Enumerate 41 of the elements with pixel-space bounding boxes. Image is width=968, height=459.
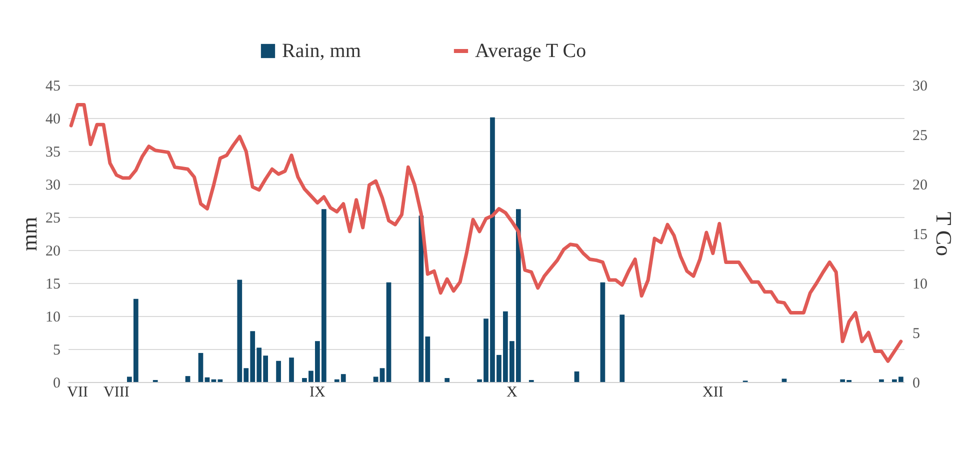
y-axis-title: mm <box>16 216 42 252</box>
legend-label: Rain, mm <box>282 40 362 62</box>
bar <box>276 360 281 382</box>
y-tick-label: 20 <box>46 244 60 260</box>
bar <box>380 368 385 382</box>
y-tick-label: 45 <box>46 78 60 94</box>
x-tick-label: VII <box>67 384 88 400</box>
bar <box>782 378 787 382</box>
y-tick-label: 15 <box>46 276 60 292</box>
y-tick-label: 30 <box>46 178 60 194</box>
x-tick-label: XII <box>702 384 724 400</box>
bar <box>620 314 625 382</box>
bar <box>373 376 378 382</box>
line-series <box>69 103 903 363</box>
x-tick-label: IX <box>310 384 326 400</box>
bar <box>204 377 210 382</box>
x-tick-label: VIII <box>104 384 130 400</box>
y2-tick-label: 15 <box>912 227 928 243</box>
x-tick-label: X <box>506 384 518 400</box>
bar <box>444 378 450 382</box>
y2-tick-label: 0 <box>912 376 920 392</box>
y2-tick-label: 25 <box>912 128 928 144</box>
y-tick-label: 0 <box>53 376 60 392</box>
y2-tick-label: 10 <box>912 276 928 292</box>
bar <box>289 358 294 382</box>
bar <box>185 376 190 382</box>
y-tick-label: 10 <box>46 310 60 326</box>
legend-label: Average T Co <box>475 40 586 62</box>
y2-tick-label: 5 <box>912 326 920 342</box>
bar <box>879 379 884 382</box>
y-tick-label: 35 <box>46 144 60 160</box>
y-tick-label: 25 <box>46 210 60 226</box>
bar <box>600 282 606 382</box>
y2-tick-label: 20 <box>912 178 928 194</box>
bar <box>574 371 580 382</box>
bar <box>198 352 204 382</box>
y2-axis-title: T Co <box>932 212 956 256</box>
bar <box>386 282 392 382</box>
y-tick-label: 5 <box>53 342 60 358</box>
y2-tick-label: 30 <box>912 78 928 94</box>
y-tick-label: 40 <box>46 112 60 128</box>
